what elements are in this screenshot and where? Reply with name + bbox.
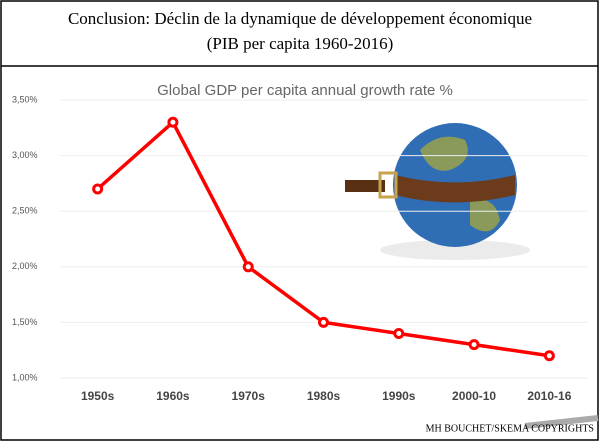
x-tick-label: 1970s: [232, 389, 266, 403]
data-point: [468, 339, 480, 351]
slide-title: Conclusion: Déclin de la dynamique de dé…: [68, 9, 532, 28]
x-tick-label: 1960s: [156, 389, 190, 403]
x-tick-label: 2010-16: [527, 389, 571, 403]
y-tick-label: 2,50%: [12, 206, 38, 216]
data-point: [92, 183, 104, 195]
data-point: [393, 328, 405, 340]
x-tick-label: 1990s: [382, 389, 416, 403]
data-point: [167, 116, 179, 128]
y-tick-label: 3,00%: [12, 150, 38, 160]
globe-illustration: [345, 123, 530, 260]
data-point: [318, 316, 329, 328]
x-tick-label: 1980s: [307, 389, 341, 403]
data-point: [242, 261, 254, 273]
y-tick-label: 3,50%: [12, 94, 38, 104]
slide-title: (PIB per capita 1960-2016): [207, 34, 393, 53]
x-tick-label: 1950s: [81, 389, 115, 403]
y-tick-label: 2,00%: [12, 261, 38, 271]
data-point: [543, 350, 555, 362]
y-tick-label: 1,50%: [12, 317, 38, 327]
y-tick-label: 1,00%: [12, 372, 38, 382]
footer-text: MH BOUCHET/SKEMA COPYRIGHTS: [426, 423, 594, 434]
x-tick-label: 2000-10: [452, 389, 496, 403]
chart-title: Global GDP per capita annual growth rate…: [157, 82, 453, 99]
footer-swoosh: [524, 415, 599, 429]
